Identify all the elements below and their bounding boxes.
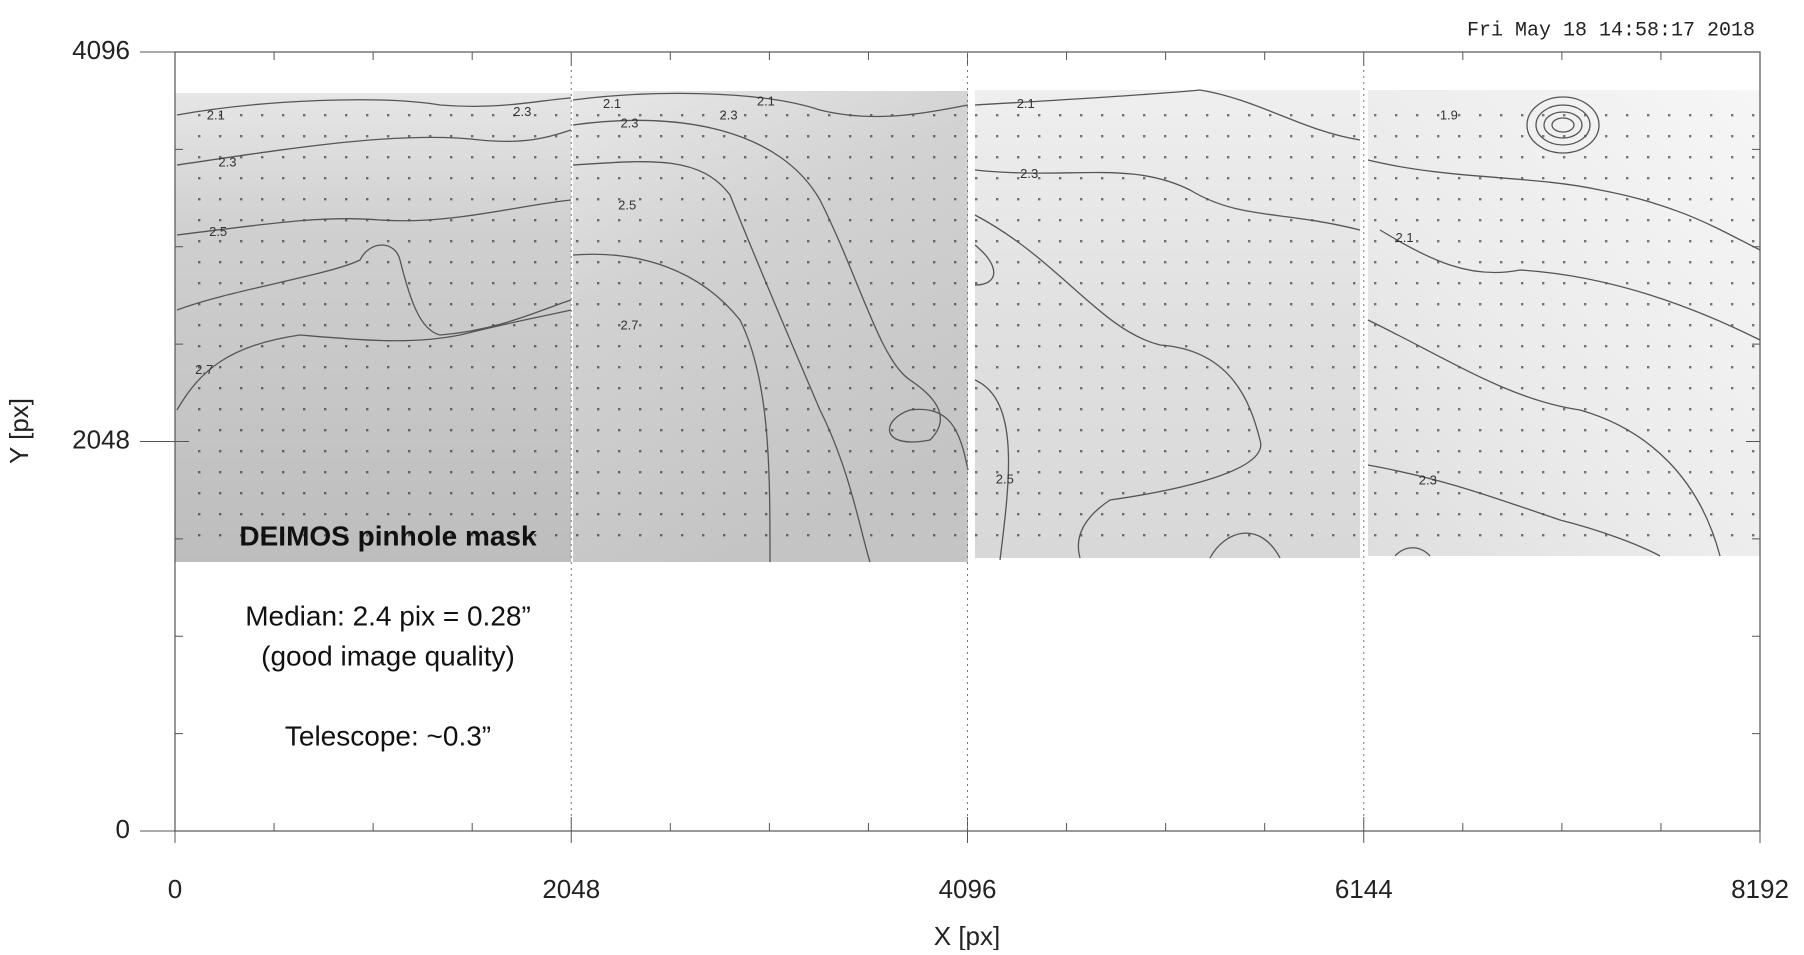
- contour-line: [176, 309, 572, 411]
- contour-label: 2.1: [1396, 230, 1414, 245]
- contour-line: [572, 92, 969, 118]
- contour-label: 1.9: [1440, 108, 1458, 123]
- pinhole-dots: [180, 100, 1755, 555]
- contour-label: 2.3: [620, 116, 638, 131]
- contour-line: [1367, 464, 1661, 557]
- contour-line: [176, 97, 572, 116]
- x-tick-label: 2048: [542, 874, 600, 904]
- contour-label: 2.5: [209, 224, 227, 239]
- y-tick-label: 2048: [72, 424, 130, 454]
- contour-line: [1543, 111, 1583, 139]
- y-tick-label: 4096: [72, 35, 130, 65]
- annotation: Telescope: ~0.3”: [285, 720, 491, 751]
- y-tick-label: 0: [116, 814, 130, 844]
- x-tick-label: 6144: [1335, 874, 1393, 904]
- contour-line: [176, 244, 572, 336]
- contour-line: [1535, 104, 1591, 146]
- x-tick-label: 0: [168, 874, 182, 904]
- contour-label: 2.3: [513, 104, 531, 119]
- contour-line: [1551, 117, 1575, 133]
- x-tick-label: 4096: [939, 874, 997, 904]
- contour-line: [974, 214, 1262, 559]
- contour-line: [1379, 229, 1761, 341]
- contour-line: [176, 199, 572, 236]
- contour-line: [974, 169, 1361, 231]
- contour-line: [974, 89, 1361, 141]
- timestamp: Fri May 18 14:58:17 2018: [1467, 19, 1755, 42]
- x-tick-label: 8192: [1731, 874, 1789, 904]
- contour-label: 2.7: [620, 317, 638, 332]
- contour-line: [1209, 532, 1281, 559]
- x-axis-label: X [px]: [934, 921, 1000, 950]
- mask-label: DEIMOS pinhole mask: [239, 520, 537, 551]
- contour-line: [974, 244, 1010, 561]
- contour-line: [1526, 96, 1600, 154]
- contour-line: [572, 161, 871, 563]
- annotation: Median: 2.4 pix = 0.28”: [245, 600, 531, 631]
- annotation: (good image quality): [261, 640, 515, 671]
- contour-line: [572, 253, 771, 563]
- contour-label: 2.1: [757, 94, 775, 109]
- contour-label: 2.3: [1419, 472, 1437, 487]
- contour-label: 2.3: [720, 108, 738, 123]
- contour-label: 2.3: [1020, 166, 1038, 181]
- y-axis-label: Y [px]: [4, 398, 34, 464]
- contour-line: [1394, 547, 1431, 557]
- contour-label: 2.3: [218, 154, 236, 169]
- contour-label: 2.1: [1017, 96, 1035, 111]
- contour-label: 2.5: [618, 197, 636, 212]
- contour-line: [176, 129, 572, 166]
- contour-line: [1367, 159, 1761, 251]
- contour-line: [1367, 319, 1721, 557]
- contour-label: 2.1: [207, 108, 225, 123]
- contour-label: 2.7: [195, 362, 213, 377]
- contour-line: [572, 119, 969, 471]
- contour-label: 2.5: [996, 471, 1014, 486]
- contour-lines: [176, 89, 1761, 563]
- contour-label: 2.1: [603, 96, 621, 111]
